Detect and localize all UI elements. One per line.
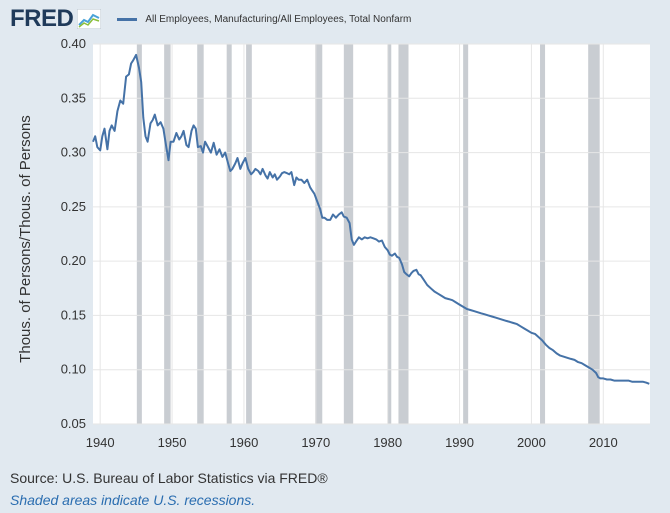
chart-line-icon	[77, 9, 102, 29]
y-axis-label: Thous. of Persons/Thous. of Persons	[17, 115, 34, 363]
x-tick-label: 1940	[86, 435, 115, 450]
recession-band	[226, 44, 232, 424]
recession-band	[540, 44, 546, 424]
recession-band	[398, 44, 409, 424]
x-tick-label: 1960	[229, 435, 258, 450]
y-tick-label: 0.30	[61, 145, 86, 160]
y-tick-labels: 0.05 0.10 0.15 0.20 0.25 0.30 0.35 0.40	[61, 36, 86, 431]
x-tick-labels: 1940 1950 1960 1970 1980 1990 2000 2010	[86, 435, 618, 450]
x-tick-label: 1980	[373, 435, 402, 450]
recession-band	[463, 44, 469, 424]
y-tick-label: 0.25	[61, 199, 86, 214]
y-tick-label: 0.40	[61, 36, 86, 51]
legend-label: All Employees, Manufacturing/All Employe…	[145, 13, 412, 25]
x-tick-label: 1970	[301, 435, 330, 450]
recession-band	[343, 44, 354, 424]
y-tick-label: 0.15	[61, 307, 86, 322]
legend: All Employees, Manufacturing/All Employe…	[117, 14, 411, 25]
x-tick-label: 1990	[445, 435, 474, 450]
plot-area	[93, 44, 650, 424]
source-text: Source: U.S. Bureau of Labor Statistics …	[10, 470, 328, 486]
recession-band	[246, 44, 252, 424]
y-tick-label: 0.10	[61, 362, 86, 377]
x-tick-label: 2010	[589, 435, 618, 450]
recession-band	[164, 44, 171, 424]
series-layer	[92, 53, 650, 385]
y-tick-label: 0.35	[61, 90, 86, 105]
recession-band	[387, 44, 392, 424]
recession-band	[588, 44, 600, 424]
x-tick-label: 1950	[158, 435, 187, 450]
legend-swatch	[117, 17, 138, 21]
recession-band	[197, 44, 204, 424]
recession-bands	[136, 44, 600, 424]
recession-band	[315, 44, 323, 424]
recession-note: Shaded areas indicate U.S. recessions.	[10, 492, 256, 508]
series-line	[92, 53, 650, 385]
y-tick-label: 0.20	[61, 253, 86, 268]
chart-header: FRED All Employees, Manufacturing/All Em…	[10, 6, 411, 32]
grid-lines	[93, 43, 650, 425]
y-tick-label: 0.05	[61, 416, 86, 431]
recession-band	[136, 44, 142, 424]
x-tick-label: 2000	[517, 435, 546, 450]
fred-logo[interactable]: FRED	[10, 5, 74, 32]
